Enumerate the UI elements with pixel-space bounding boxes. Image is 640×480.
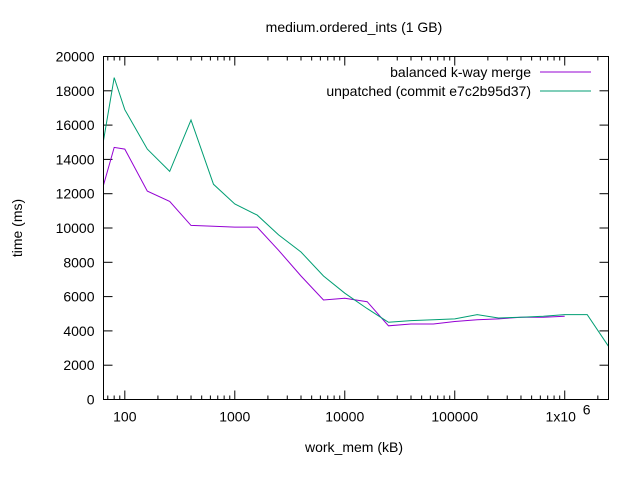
y-tick-label: 4000	[63, 323, 94, 339]
y-tick-label: 2000	[63, 357, 94, 373]
plot-frame	[103, 56, 609, 400]
y-tick-label: 18000	[56, 83, 95, 99]
y-tick-label: 16000	[56, 117, 95, 133]
y-tick-label: 6000	[63, 289, 94, 305]
x-tick-label: 1x10	[546, 409, 577, 425]
y-tick-label: 0	[87, 392, 95, 408]
x-tick-label: 100	[113, 409, 137, 425]
y-tick-label: 12000	[56, 186, 95, 202]
series-line-0	[103, 146, 565, 327]
x-axis-label: work_mem (kB)	[304, 439, 403, 455]
x-tick-label: 100000	[431, 409, 478, 425]
y-tick-label: 10000	[56, 220, 95, 236]
y-tick-label: 14000	[56, 151, 95, 167]
x-tick-label: 1000	[219, 409, 250, 425]
y-tick-label: 20000	[56, 49, 95, 65]
x-tick-label-exponent: 6	[583, 402, 591, 418]
y-tick-label: 8000	[63, 254, 94, 270]
legend-label: unpatched (commit e7c2b95d37)	[326, 83, 531, 99]
chart-title: medium.ordered_ints (1 GB)	[266, 19, 443, 35]
y-axis-label: time (ms)	[9, 199, 25, 257]
legend-label: balanced k-way merge	[390, 64, 531, 80]
series-line-1	[103, 77, 609, 347]
x-tick-label: 10000	[325, 409, 364, 425]
